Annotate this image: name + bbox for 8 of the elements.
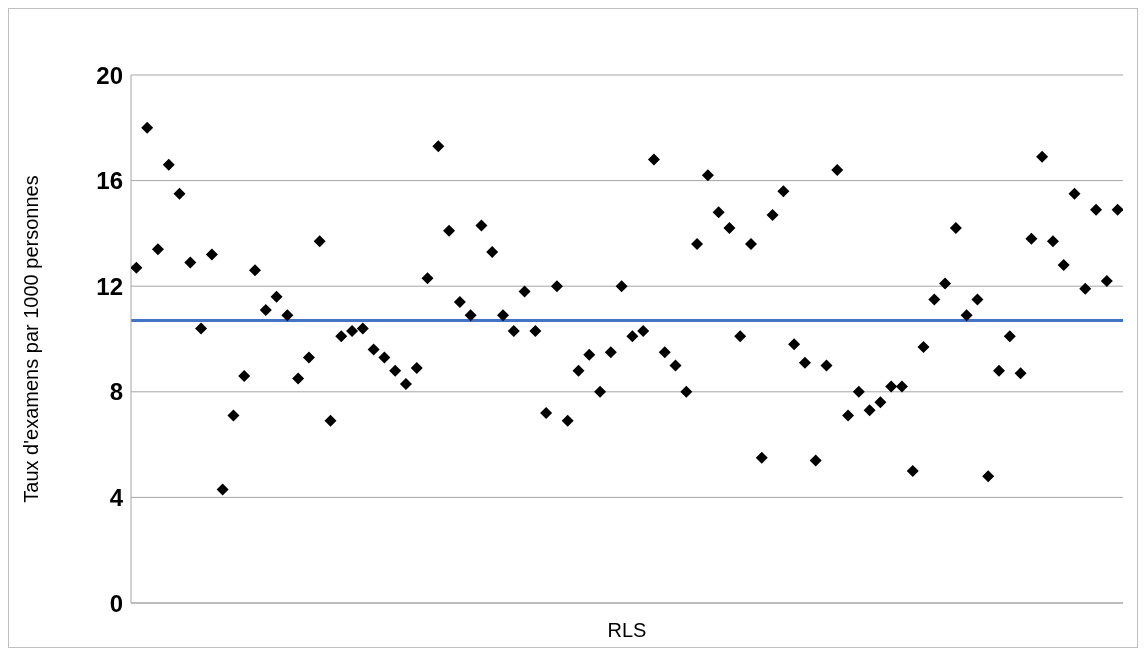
y-tick-label: 8: [109, 378, 123, 406]
y-tick-label: 20: [96, 61, 123, 89]
y-tick-label: 0: [109, 589, 123, 617]
y-tick-label: 16: [96, 167, 123, 195]
y-tick-label: 12: [96, 272, 123, 300]
y-tick-label: 4: [109, 483, 124, 511]
x-axis-title: RLS: [607, 619, 647, 641]
y-axis-title: Taux d'examens par 1000 personnes: [20, 175, 43, 503]
